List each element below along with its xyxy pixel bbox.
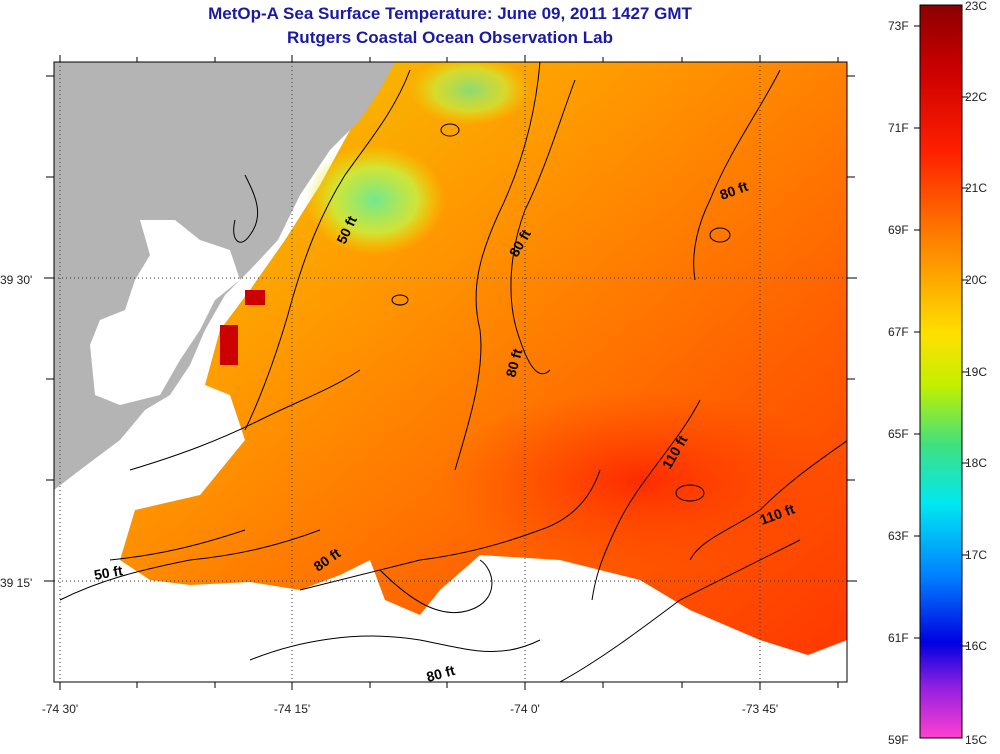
- colorbar-f-label: 69F: [888, 223, 909, 237]
- warm-water-patch: [440, 390, 840, 570]
- hot-pixel: [245, 290, 265, 305]
- colorbar-c-label: 18C: [965, 456, 988, 470]
- colorbar-c-label: 22C: [965, 90, 988, 104]
- colorbar-c-label: 15C: [965, 733, 988, 747]
- colorbar-f-label: 71F: [888, 121, 909, 135]
- lat-label: 39 15': [0, 576, 33, 590]
- map-title: MetOp-A Sea Surface Temperature: June 09…: [208, 4, 692, 23]
- cool-water-patch-north: [410, 62, 530, 125]
- lon-label: -74 30': [41, 702, 79, 716]
- colorbar-f-label: 59F: [888, 733, 909, 747]
- graticule: [54, 62, 847, 682]
- colorbar-c-label: 17C: [965, 548, 988, 562]
- map-subtitle: Rutgers Coastal Ocean Observation Lab: [287, 28, 613, 47]
- contour-label: 80 ft: [425, 662, 457, 685]
- map-frame: [53, 61, 848, 683]
- colorbar-f-label: 73F: [888, 19, 909, 33]
- bay-water: [90, 220, 240, 405]
- colorbar-f-label: 67F: [888, 325, 909, 339]
- colorbar-f-label: 65F: [888, 427, 909, 441]
- colorbar-f-label: 61F: [888, 631, 909, 645]
- colorbar-c-label: 21C: [965, 181, 988, 195]
- lat-label: 39 30': [0, 273, 33, 287]
- colorbar: [919, 4, 963, 739]
- cool-water-patch: [305, 145, 445, 255]
- colorbar-c-label: 16C: [965, 639, 988, 653]
- contour-label: 80 ft: [502, 347, 525, 379]
- colorbar-c-label: 20C: [965, 273, 988, 287]
- axis-ticks: [44, 55, 857, 690]
- lon-label: -73 45': [741, 702, 779, 716]
- colorbar-c-label: 23C: [965, 0, 988, 13]
- colorbar-c-label: 19C: [965, 365, 988, 379]
- colorbar-f-label: 63F: [888, 529, 909, 543]
- hot-pixel: [220, 325, 238, 365]
- bathymetry-contours: [59, 62, 847, 682]
- lon-label: -74 15': [273, 702, 311, 716]
- contour-label: 50 ft: [93, 562, 124, 583]
- colorbar-ticks: [914, 25, 968, 647]
- lon-label: -74 0': [510, 702, 540, 716]
